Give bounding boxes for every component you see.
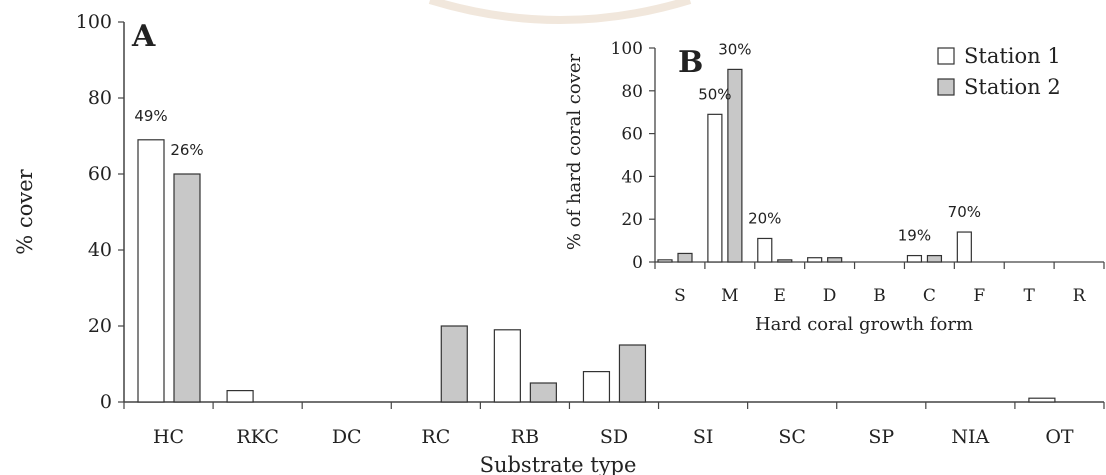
inset-x-tick-label: M <box>721 286 738 306</box>
inset-bar-annotation: 19% <box>898 227 931 245</box>
main-bar <box>173 173 201 403</box>
inset-bar-annotation: 20% <box>748 209 781 227</box>
main-bar <box>529 382 557 403</box>
inset-y-tick-label: 60 <box>621 125 643 145</box>
main-bar-annotation: 49% <box>134 107 167 125</box>
main-x-tick-label: DC <box>332 426 362 448</box>
inset-bar <box>757 237 773 263</box>
legend-label-station-1: Station 1 <box>964 44 1061 68</box>
inset-x-tick-label: B <box>873 286 886 306</box>
main-x-tick-label: RKC <box>236 426 279 448</box>
inset-y-axis-title: % of hard coral cover <box>564 53 585 250</box>
watermark-arc <box>428 0 692 24</box>
main-y-tick-label: 80 <box>88 87 112 109</box>
inset-bar <box>926 254 943 263</box>
main-annotations: 49%26% <box>134 107 203 159</box>
main-bar <box>1028 397 1056 403</box>
main-bar <box>493 329 521 403</box>
inset-y-tick-label: 0 <box>632 253 643 273</box>
legend-label-station-2: Station 2 <box>964 75 1061 99</box>
inset-bar <box>657 259 673 263</box>
legend-swatch-station-1 <box>937 47 955 65</box>
main-bar-annotation: 26% <box>170 141 203 159</box>
inset-x-axis-title: Hard coral growth form <box>755 314 973 335</box>
main-x-tick-label: SD <box>600 426 628 448</box>
inset-plot: 0 20 40 60 80 100 S M E D B C F T R 50% 30% 20% 19% 70% B… <box>564 39 1105 335</box>
inset-x-tick-label: F <box>973 286 985 306</box>
inset-bar <box>727 68 743 263</box>
inset-bar <box>777 259 793 263</box>
inset-y-tick-label: 80 <box>621 82 643 102</box>
legend: Station 1 Station 2 <box>937 44 1061 99</box>
inset-bars <box>657 68 972 263</box>
inset-x-tick-label: C <box>923 286 936 306</box>
inset-x-tick-label: T <box>1023 286 1035 306</box>
inset-y-tick-label: 40 <box>621 167 643 187</box>
main-x-tick-label: NIA <box>951 426 989 448</box>
main-bar <box>582 371 611 403</box>
main-bar <box>226 390 254 403</box>
main-y-tick-label: 60 <box>88 163 112 185</box>
inset-x-tick-label: E <box>774 286 786 306</box>
inset-bar <box>827 257 843 263</box>
main-x-axis-title: Substrate type <box>480 453 637 475</box>
main-y-tick-label: 0 <box>100 391 112 413</box>
inset-y-tick-label: 20 <box>621 210 643 230</box>
inset-x-tick-label: R <box>1073 286 1087 306</box>
inset-bar-annotation: 30% <box>718 40 751 58</box>
main-y-tick-label: 100 <box>76 11 112 33</box>
main-x-tick-label: SI <box>693 426 714 448</box>
main-y-tick-label: 20 <box>88 315 112 337</box>
main-bars <box>137 139 1056 403</box>
main-y-ticks: 0 20 40 60 80 100 <box>76 11 124 413</box>
main-y-tick-label: 40 <box>88 239 112 261</box>
main-x-tick-label: SP <box>868 426 894 448</box>
inset-annotations: 50% 30% 20% 19% 70% <box>698 40 981 244</box>
inset-bar <box>807 257 823 263</box>
main-bar <box>440 325 468 403</box>
main-x-tick-label: RB <box>511 426 539 448</box>
inset-bar <box>707 113 723 263</box>
main-x-tick-label: RC <box>421 426 450 448</box>
inset-y-ticks: 0 20 40 60 80 100 <box>611 39 655 273</box>
main-x-tick-label: OT <box>1045 426 1074 448</box>
inset-bar <box>956 231 972 263</box>
inset-x-tick-label: D <box>823 286 837 306</box>
main-bar <box>618 344 647 403</box>
main-x-tick-label: HC <box>153 426 184 448</box>
main-y-axis-title: % cover <box>13 168 37 254</box>
inset-bar <box>906 254 923 263</box>
panel-a-letter: A <box>131 19 156 54</box>
inset-x-tick-label: S <box>674 286 686 306</box>
panel-b-letter: B <box>678 45 703 80</box>
inset-bar-annotation: 70% <box>948 203 981 221</box>
inset-bar <box>677 252 693 263</box>
inset-bar-annotation: 50% <box>698 85 731 103</box>
main-x-ticks: HC RKC DC RC RB SD SI SC SP NIA OT <box>123 402 1105 448</box>
inset-y-tick-label: 100 <box>611 39 643 59</box>
main-x-tick-label: SC <box>778 426 806 448</box>
legend-swatch-station-2 <box>937 78 955 96</box>
main-bar <box>137 139 165 403</box>
